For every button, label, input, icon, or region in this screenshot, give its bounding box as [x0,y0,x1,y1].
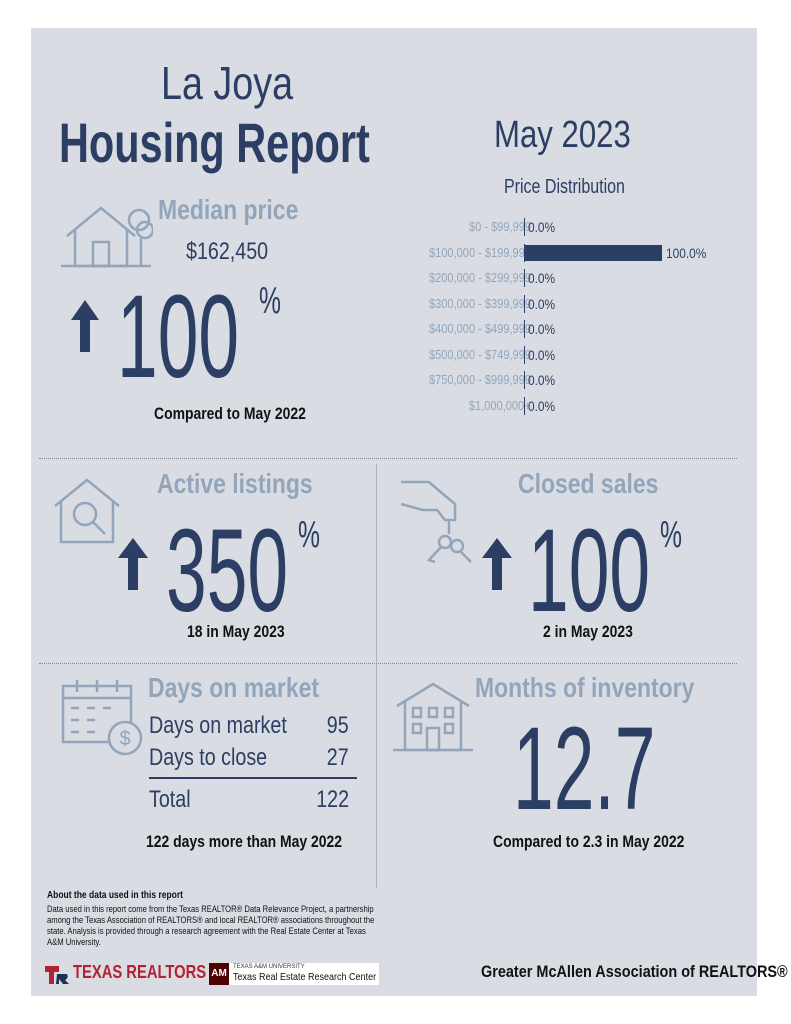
price-distribution-value: 100.0% [666,244,707,261]
dom-row-days-to-close: Days to close 27 [149,744,349,772]
price-distribution-row: $400,000 - $499,999 0.0% [361,318,721,340]
price-distribution-bar [524,244,662,261]
arrow-up-icon [71,300,99,352]
closed-sales-change: 100 [528,505,651,637]
axis-tick [524,218,525,236]
active-listings-percent-sign: % [298,514,320,556]
svg-text:$: $ [119,728,130,750]
price-distribution-row: $500,000 - $749,999 0.0% [361,344,721,366]
price-range-label: $500,000 - $749,999 [429,346,531,362]
dom-row-value: 95 [327,712,349,739]
dom-row-total: Total 122 [149,786,349,814]
report-page: La Joya Housing Report May 2023 Median p… [31,28,788,996]
price-distribution-value: 0.0% [528,397,556,414]
dom-total-label: Total [149,786,191,813]
months-inventory-caption: Compared to 2.3 in May 2022 [493,832,685,851]
active-listings-label: Active listings [157,468,313,499]
days-on-market-label: Days on market [148,672,320,703]
axis-tick [524,320,525,338]
house-tree-icon [61,206,153,268]
months-inventory-label: Months of inventory [475,672,695,703]
price-distribution-row: $750,000 - $999,999 0.0% [361,369,721,391]
axis-tick [524,345,525,364]
price-distribution-row: $100,000 - $199,999 100.0% [361,242,721,264]
price-distribution-row: $0 - $99,999 0.0% [361,216,721,238]
report-title: Housing Report [59,111,370,174]
report-period: May 2023 [494,114,631,156]
price-range-label: $750,000 - $999,999 [429,372,531,387]
median-price-label: Median price [158,194,299,225]
median-price-change: 100 [117,271,240,403]
days-on-market-caption: 122 days more than May 2022 [146,832,343,851]
closed-sales-caption: 2 in May 2023 [543,622,633,641]
tamu-logo: AM TEXAS A&M UNIVERSITY Texas Real Estat… [209,963,379,985]
closed-sales-label: Closed sales [518,468,659,499]
price-distribution-value: 0.0% [528,321,556,337]
arrow-up-icon [482,538,512,590]
about-title: About the data used in this report [47,890,184,901]
texas-realtors-mark-icon [45,966,69,984]
price-range-label: $1,000,000+ [469,397,531,413]
total-rule [149,777,357,779]
divider [376,464,377,888]
price-distribution-row: $1,000,000+ 0.0% [361,395,721,417]
divider [39,663,737,664]
city-title: La Joya [161,57,294,109]
median-price-value: $162,450 [186,238,269,265]
house-search-icon [54,478,120,544]
calendar-dollar-icon: $ [61,680,143,756]
tamu-center-text: Texas Real Estate Research Center [233,972,377,983]
dom-total-value: 122 [316,786,349,813]
active-listings-caption: 18 in May 2023 [187,622,285,641]
closed-sales-percent-sign: % [660,514,682,556]
divider [39,458,737,459]
price-distribution-value: 0.0% [528,372,556,388]
dom-row-days-on-market: Days on market 95 [149,712,349,740]
tamu-mark-icon: AM [209,963,229,985]
price-distribution-value: 0.0% [528,295,556,312]
price-distribution-value: 0.0% [528,270,556,286]
active-listings-change: 350 [166,505,289,637]
price-distribution-row: $300,000 - $399,999 0.0% [361,293,721,315]
price-distribution-row: $200,000 - $299,999 0.0% [361,267,721,289]
arrow-up-icon [118,538,148,590]
hand-keys-icon [400,480,472,564]
months-inventory-value: 12.7 [513,703,656,835]
price-range-label: $200,000 - $299,999 [429,270,531,285]
price-distribution-value: 0.0% [528,219,556,235]
price-range-label: $300,000 - $399,999 [429,295,531,311]
dom-row-value: 27 [327,744,349,771]
tamu-small-text: TEXAS A&M UNIVERSITY [233,964,305,970]
price-range-label: $100,000 - $199,999 [429,244,531,260]
axis-tick [524,396,525,415]
median-price-caption: Compared to May 2022 [154,404,306,423]
association-name: Greater McAllen Association of REALTORS® [481,962,788,981]
apartment-building-icon [393,682,473,752]
median-price-percent-sign: % [259,280,281,322]
dom-row-name: Days to close [149,744,268,771]
about-text: Data used in this report come from the T… [47,904,375,947]
texas-realtors-text: TEXAS REALTORS [73,962,207,982]
axis-tick [524,269,525,287]
axis-tick [524,371,525,389]
price-distribution-value: 0.0% [528,346,556,363]
price-distribution-title: Price Distribution [504,176,625,198]
axis-tick [524,294,525,313]
dom-row-name: Days on market [149,712,287,739]
price-range-label: $0 - $99,999 [468,219,531,234]
price-range-label: $400,000 - $499,999 [429,321,531,336]
